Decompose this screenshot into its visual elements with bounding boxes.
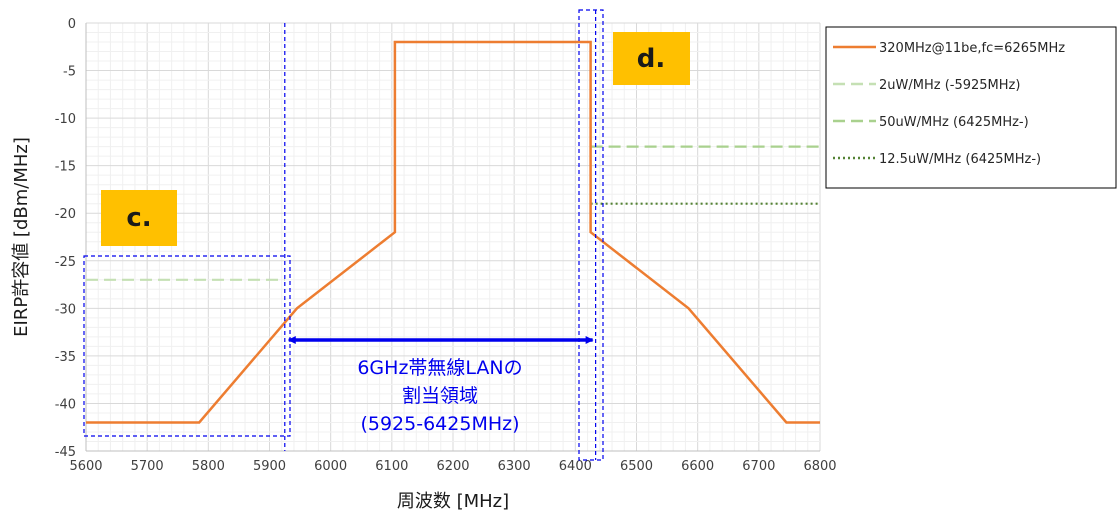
legend-label-2: 2uW/MHz (-5925MHz)	[879, 78, 1020, 93]
y-tick-label: -40	[55, 397, 76, 412]
y-tick-label: 0	[68, 17, 76, 32]
x-tick-label: 6600	[681, 459, 714, 474]
band-label-line-2: 割当領域	[402, 385, 478, 407]
legend: 320MHz@11be,fc=6265MHz 2uW/MHz (-5925MHz)…	[825, 26, 1117, 189]
badge-c-background	[101, 190, 177, 246]
x-tick-label: 6200	[436, 459, 469, 474]
series-lines	[86, 40, 820, 424]
x-tick-label: 5900	[253, 459, 286, 474]
badge-d-label: d.	[637, 44, 666, 74]
band-label-line-1: 6GHz帯無線LANの	[357, 357, 522, 379]
legend-box	[825, 26, 1117, 189]
x-tick-label: 6000	[314, 459, 347, 474]
legend-label-4: 12.5uW/MHz (6425MHz-)	[879, 152, 1041, 167]
badge-d-background	[613, 32, 690, 85]
band-label-line-3: (5925-6425MHz)	[360, 413, 519, 435]
axes: 5600 5700 5800 5900 6000 6100 6200 6300 6400 6500…	[55, 17, 837, 474]
x-tick-label: 6300	[498, 459, 531, 474]
y-tick-label: -30	[55, 302, 76, 317]
x-tick-label: 5600	[69, 459, 102, 474]
y-tick-label: -35	[55, 350, 76, 365]
reference-lines	[86, 145, 820, 281]
x-axis-title: 周波数 [MHz]	[397, 491, 509, 512]
region-d-box	[578, 9, 604, 461]
region-c-box	[83, 255, 291, 437]
y-tick-label: -20	[55, 207, 76, 222]
x-tick-label: 6800	[803, 459, 836, 474]
x-tick-label: 6400	[559, 459, 592, 474]
x-tick-label: 6100	[375, 459, 408, 474]
legend-items: 320MHz@11be,fc=6265MHz 2uW/MHz (-5925MHz)…	[833, 41, 1065, 167]
y-tick-label: -15	[55, 160, 76, 175]
grid	[85, 22, 821, 452]
x-tick-label: 5800	[192, 459, 225, 474]
series-line-1	[86, 40, 820, 424]
x-tick-label: 5700	[131, 459, 164, 474]
legend-label-3: 50uW/MHz (6425MHz-)	[879, 115, 1029, 130]
y-tick-label: -45	[55, 445, 76, 460]
x-tick-label: 6500	[620, 459, 653, 474]
badge-c-label: c.	[126, 203, 151, 233]
y-tick-label: -25	[55, 255, 76, 270]
x-tick-label: 6700	[742, 459, 775, 474]
y-axis-title: EIRP許容値 [dBm/MHz]	[11, 137, 32, 337]
legend-label-1: 320MHz@11be,fc=6265MHz	[879, 41, 1065, 56]
y-tick-label: -10	[55, 112, 76, 127]
y-tick-label: -5	[63, 65, 76, 80]
